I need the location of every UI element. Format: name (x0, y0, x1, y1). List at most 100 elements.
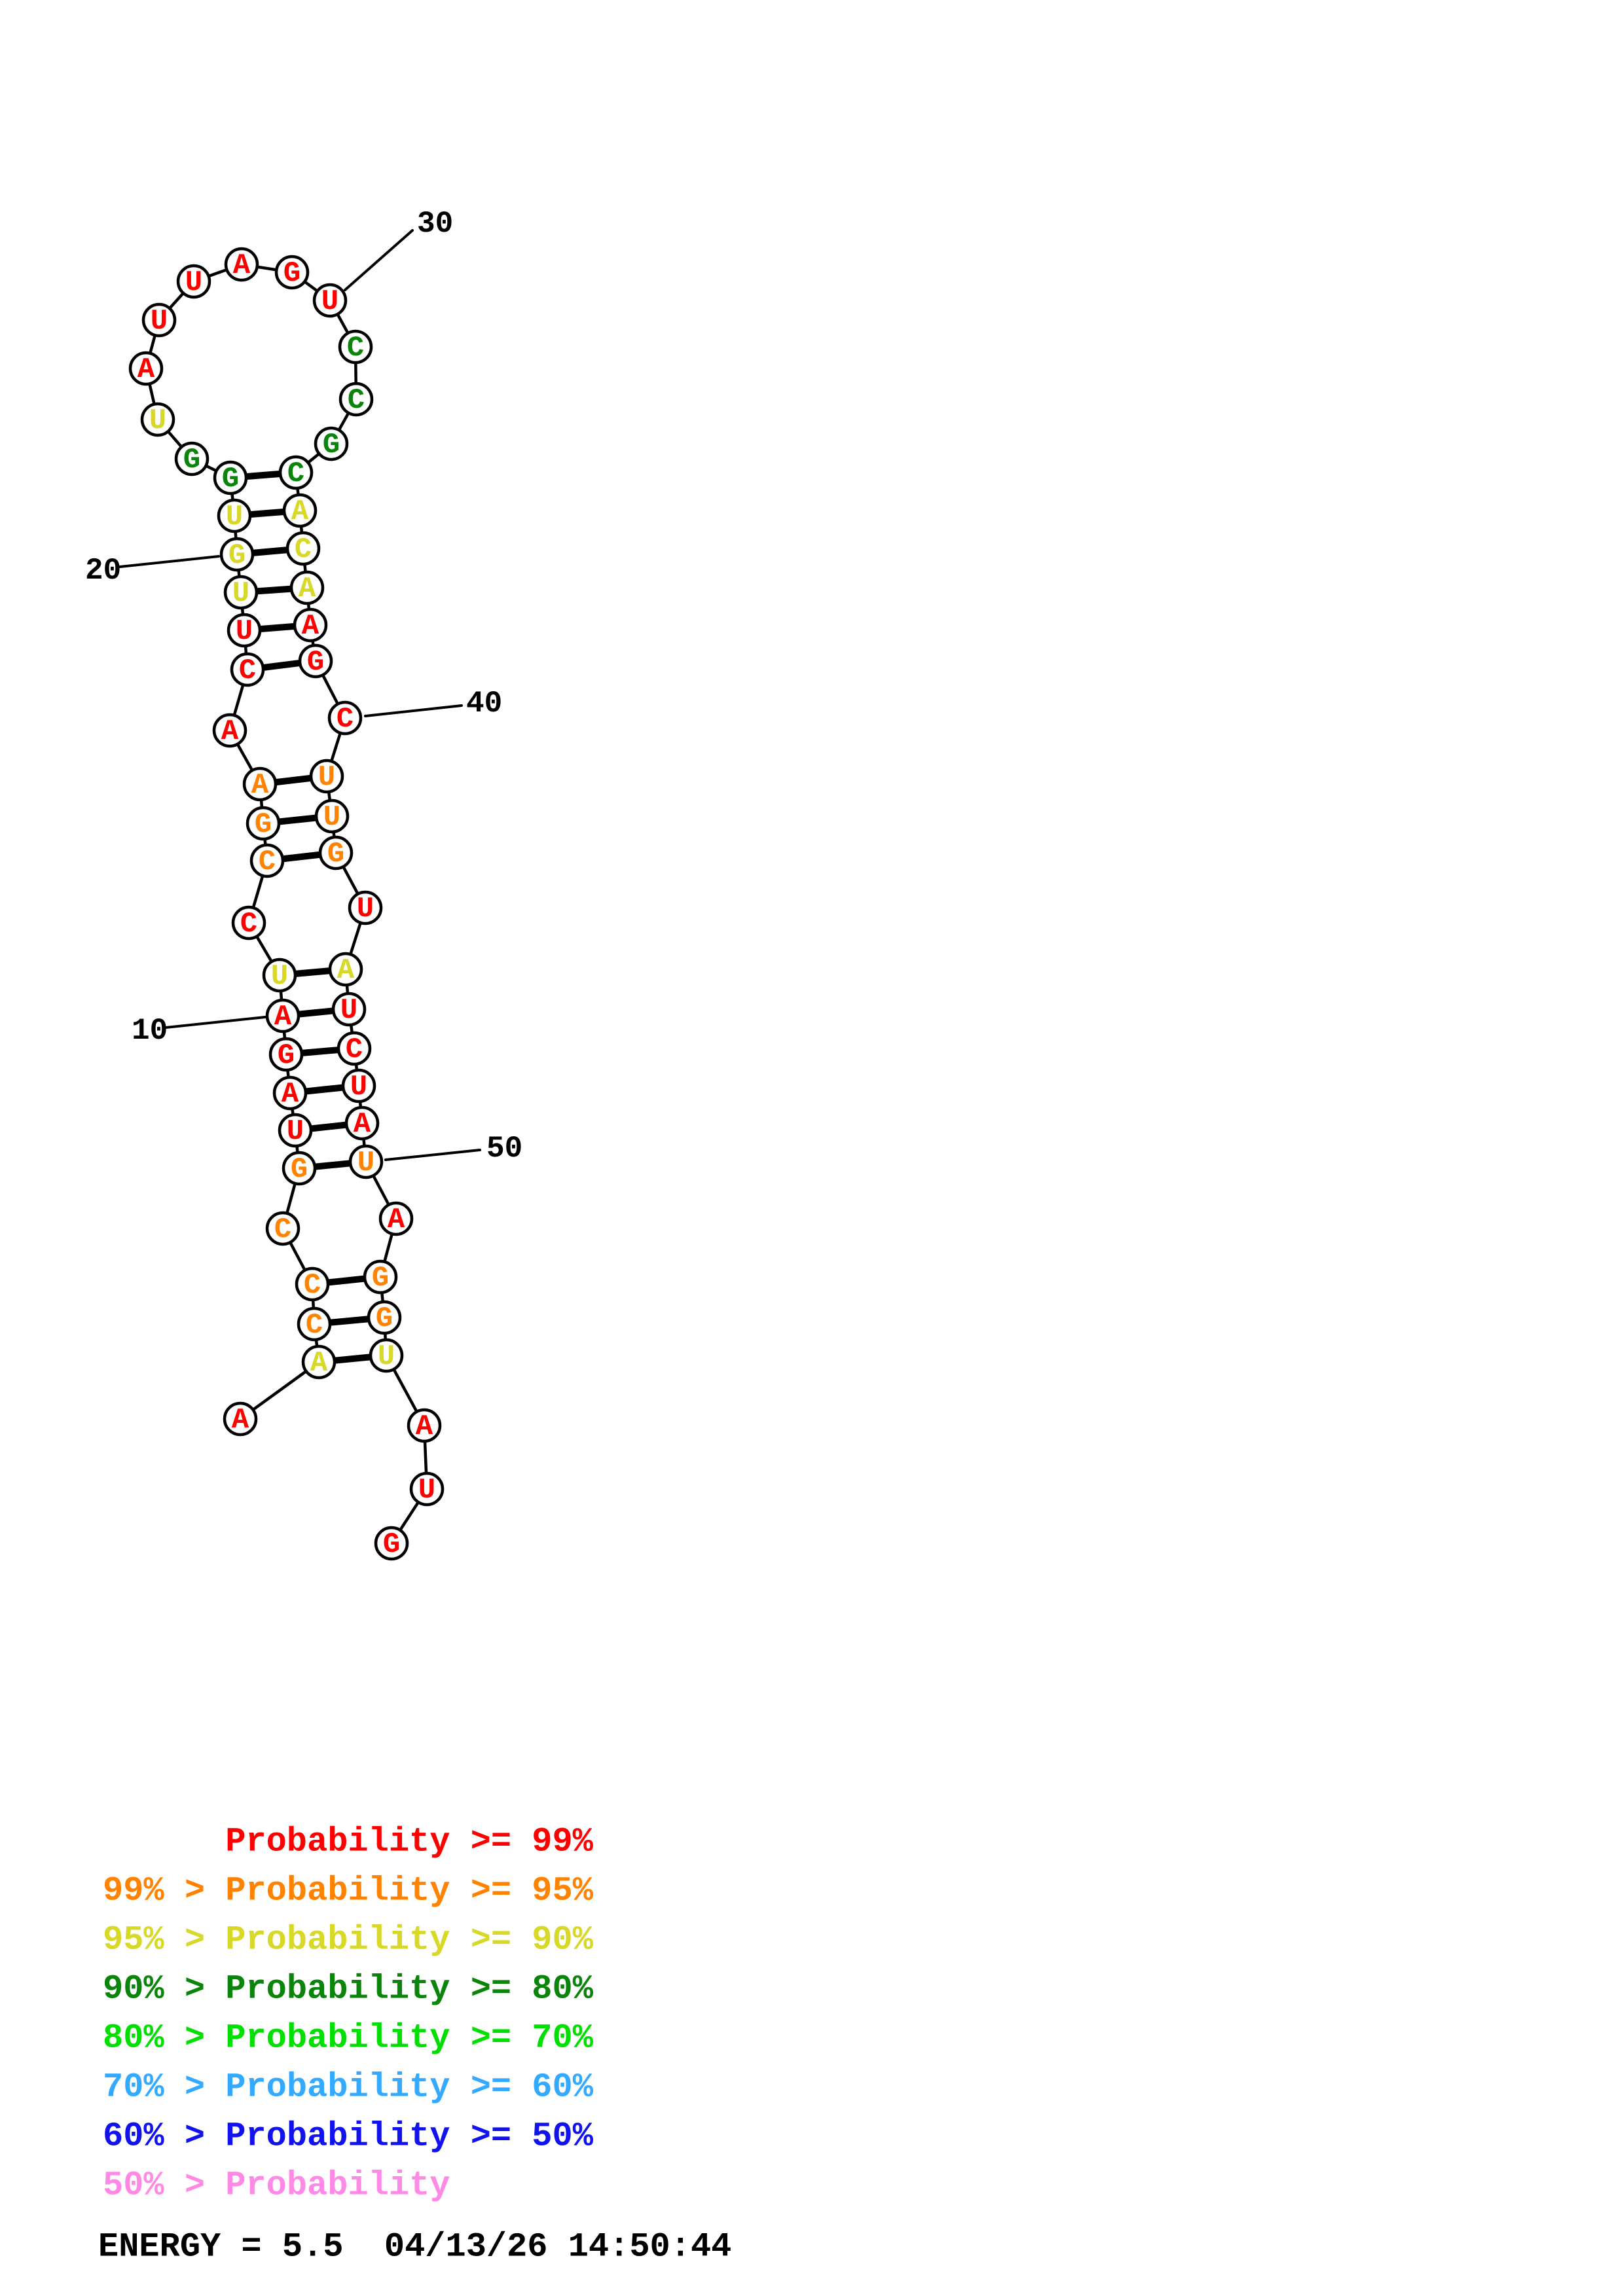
legend-row: Probability >= 99% (225, 1823, 593, 1861)
legend-row: 80% > Probability >= 70% (103, 2019, 594, 2058)
nucleotide-circle (309, 759, 344, 794)
nucleotide-letter: C (259, 846, 276, 878)
nucleotide-circle (224, 247, 259, 282)
nucleotide-circle (274, 255, 310, 290)
nucleotide-circle (249, 843, 285, 878)
nucleotide-circle (272, 1075, 308, 1111)
nucleotide-circle (341, 1068, 376, 1103)
nucleotide-circle (219, 537, 255, 572)
nucleotide-letter: U (287, 1115, 304, 1148)
nucleotide-letter: G (183, 444, 200, 476)
nucleotide-circle (289, 570, 325, 605)
nucleotide-letter: A (291, 495, 309, 528)
nucleotide-letter: C (348, 384, 365, 417)
nucleotide-circle (348, 890, 383, 925)
nucleotide-letter: U (350, 1071, 367, 1103)
position-number-label: 30 (417, 207, 453, 241)
label-leader-lines-layer (119, 229, 481, 1161)
nucleotide-letter: A (337, 954, 355, 987)
nucleotide-circle (285, 531, 321, 566)
nucleotide-letter: G (376, 1302, 393, 1335)
position-number-label: 20 (85, 554, 121, 588)
nucleotide-circle (223, 575, 259, 610)
energy-status-line: ENERGY = 5.5 04/13/26 14:50:44 (98, 2228, 731, 2267)
nucleotide-circle (363, 1259, 398, 1295)
nucleotide-letter: A (282, 1078, 299, 1111)
nucleotide-letter: A (302, 610, 319, 643)
nucleotide-circle (262, 958, 297, 993)
nucleotide-circle (301, 1344, 337, 1380)
nucleotide-circle (230, 652, 265, 687)
nucleotide-letter: C (239, 655, 256, 687)
nucleotide-letter: C (287, 457, 304, 490)
nucleotide-circle (318, 835, 354, 870)
nucleotide-letter: A (137, 353, 155, 386)
nucleotide-circle (227, 613, 262, 648)
nucleotide-circle (231, 905, 266, 941)
nucleotide-letter: U (378, 1340, 395, 1373)
nucleotide-letter: U (323, 801, 340, 834)
nucleotide-letter: U (271, 960, 288, 993)
nucleotide-circle (140, 402, 175, 437)
nucleotide-letter: A (251, 769, 269, 802)
nucleotide-circle (297, 1306, 332, 1342)
position-number-label: 50 (486, 1132, 522, 1166)
nucleotide-circle (407, 1408, 442, 1443)
number-leader-line (384, 1149, 481, 1161)
nucleotide-circle (328, 952, 363, 987)
nucleotide-letter: G (327, 838, 344, 870)
nucleotide-letter: C (337, 703, 354, 736)
nucleotide-letter: C (304, 1269, 321, 1302)
nucleotide-letter: U (418, 1474, 435, 1507)
nucleotide-circle (217, 498, 252, 533)
nucleotide-letter: A (354, 1108, 371, 1141)
position-number-label: 10 (132, 1014, 168, 1048)
nucleotide-circle (298, 643, 333, 679)
nucleotide-circle (295, 1266, 330, 1302)
probability-legend: Probability >= 99% 99% > Probability >= 9… (103, 1823, 594, 2205)
nucleotide-letter: G (278, 1039, 295, 1072)
nucleotide-letter: U (321, 285, 338, 318)
nucleotide-circle (348, 1144, 384, 1179)
nucleotide-circle (212, 713, 247, 748)
nucleotide-letter: U (149, 404, 166, 437)
nucleotide-circle (338, 382, 374, 417)
nucleotide-circle (141, 302, 177, 338)
nucleotide-circle (314, 426, 349, 461)
nucleotide-circle (327, 700, 363, 736)
nucleotide-letter: U (236, 615, 253, 648)
nucleotide-letter: A (310, 1347, 328, 1380)
nucleotide-letter: G (307, 646, 324, 679)
nucleotide-circle (265, 1211, 301, 1246)
legend-row: 95% > Probability >= 90% (103, 1921, 594, 1960)
nucleotide-circle (293, 607, 328, 643)
nucleotide-circle (314, 798, 350, 834)
nucleotide-letter: G (222, 463, 239, 495)
nucleotide-circle (374, 1526, 409, 1561)
nucleotide-letter: G (323, 429, 340, 461)
nucleotide-circle (278, 1113, 313, 1148)
legend-row: 99% > Probability >= 95% (103, 1872, 594, 1910)
nucleotide-circle (282, 1151, 317, 1186)
nucleotide-circle (242, 766, 278, 802)
nucleotide-letter: U (226, 501, 243, 533)
nucleotide-circle (128, 351, 164, 386)
nucleotide-circle (409, 1471, 445, 1507)
nucleotide-letter: C (274, 1213, 291, 1246)
nucleotide-letter: G (255, 808, 272, 841)
nucleotide-circle (331, 992, 367, 1027)
nucleotide-letter: G (383, 1528, 400, 1561)
nucleotide-circle (378, 1201, 414, 1236)
legend-row: 50% > Probability (103, 2166, 450, 2205)
number-leader-line (164, 1016, 266, 1029)
nucleotide-circle (312, 283, 348, 318)
nucleotide-circle (337, 1031, 372, 1066)
nucleotide-circle (278, 455, 314, 490)
nucleotide-letter: G (372, 1262, 389, 1295)
nucleotide-letter: C (306, 1309, 323, 1342)
nucleotide-letter: A (388, 1204, 405, 1236)
nucleotide-letter: G (283, 257, 301, 290)
nucleotide-letter: A (232, 1404, 249, 1437)
